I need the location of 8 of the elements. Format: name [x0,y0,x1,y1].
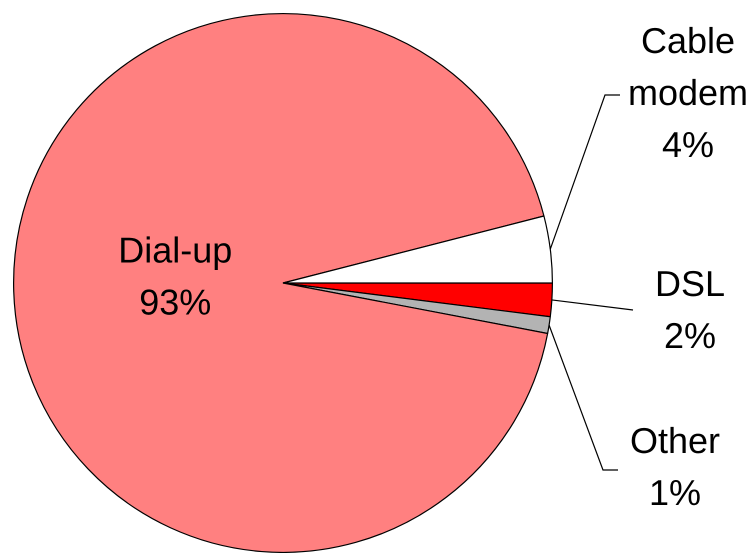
data-label: 93% [139,281,212,322]
slice-label: Dial-up [118,229,232,270]
slice-label: DSL [654,262,726,304]
data-label: 2% [664,314,716,356]
slice-label: Other [630,420,720,461]
data-label: 1% [648,472,702,513]
data-label: 4% [662,124,714,165]
slice-label: Cable modem [628,20,748,113]
